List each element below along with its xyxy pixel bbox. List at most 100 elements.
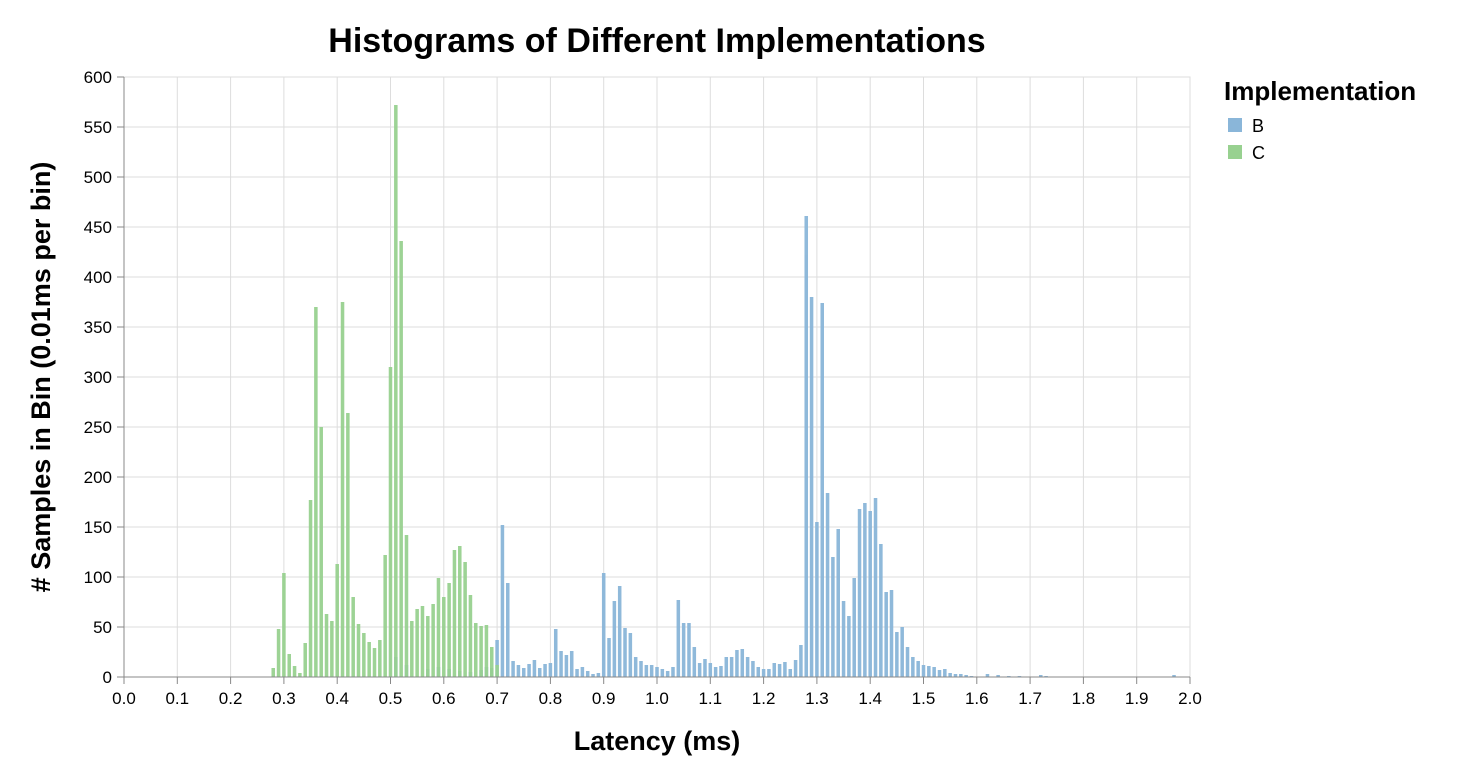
y-tick-label: 550 [84, 118, 112, 137]
bar [367, 642, 371, 677]
x-tick-label: 1.1 [698, 689, 722, 708]
bar [564, 655, 569, 677]
bar [484, 625, 489, 677]
bar [735, 650, 739, 677]
bar [713, 667, 718, 677]
y-tick-label: 250 [84, 418, 112, 437]
bar [799, 645, 803, 677]
y-tick-label: 600 [84, 68, 112, 87]
y-tick-label: 100 [84, 568, 112, 587]
bar [863, 503, 867, 677]
bar [399, 241, 403, 677]
bar [612, 601, 617, 677]
bar [815, 522, 819, 677]
bar [644, 665, 649, 677]
bar [868, 511, 872, 677]
bar [537, 668, 542, 677]
bars-layer [271, 105, 1176, 677]
bar [676, 600, 681, 677]
bar [394, 105, 398, 677]
bar [761, 669, 766, 677]
series-c [271, 105, 499, 677]
bar [303, 643, 307, 677]
bar [687, 623, 691, 677]
bar [282, 573, 286, 677]
bar [889, 590, 894, 677]
bar [665, 671, 670, 677]
bar [356, 624, 361, 677]
bar [330, 621, 334, 677]
bar [372, 648, 377, 677]
bar [857, 509, 862, 677]
x-tick-label: 0.8 [539, 689, 563, 708]
bar [783, 662, 787, 677]
x-tick-label: 1.8 [1072, 689, 1096, 708]
bar [324, 614, 329, 677]
bar [681, 623, 686, 677]
bar [527, 664, 531, 677]
x-tick-label: 1.0 [645, 689, 669, 708]
bar [340, 302, 345, 677]
bar [271, 668, 275, 677]
bar [911, 657, 915, 677]
x-tick-label: 0.2 [219, 689, 243, 708]
legend-title: Implementation [1224, 76, 1416, 106]
bar [655, 667, 659, 677]
legend: Implementation B C [1224, 76, 1416, 163]
bar [500, 525, 505, 677]
bar [383, 555, 387, 677]
bar [745, 657, 750, 677]
bar [703, 659, 707, 677]
bar [362, 633, 366, 677]
bar [287, 654, 291, 677]
legend-swatch-b [1228, 118, 1242, 132]
bar [575, 669, 579, 677]
bar [585, 671, 590, 677]
bar [985, 674, 990, 677]
bar [959, 674, 963, 677]
bar [415, 609, 419, 677]
bar [953, 674, 958, 677]
bar [404, 535, 409, 677]
bar [996, 675, 1000, 677]
bar [788, 669, 793, 677]
bar [447, 583, 451, 677]
x-tick-label: 0.4 [325, 689, 349, 708]
x-tick-label: 0.6 [432, 689, 456, 708]
bar [1039, 675, 1043, 677]
bar [617, 586, 622, 677]
y-tick-label: 0 [103, 668, 112, 687]
x-tick-label: 1.2 [752, 689, 776, 708]
x-tick-label: 0.9 [592, 689, 616, 708]
bar [692, 647, 697, 677]
bar [532, 660, 537, 677]
bar [1172, 675, 1176, 677]
bar [601, 573, 606, 677]
y-tick-label: 500 [84, 168, 112, 187]
x-axis-title: Latency (ms) [574, 726, 741, 756]
bar [431, 604, 435, 677]
bar [852, 578, 856, 677]
bar [729, 657, 734, 677]
bar [943, 669, 947, 677]
y-tick-label: 350 [84, 318, 112, 337]
bar [452, 550, 457, 677]
bar [607, 638, 611, 677]
x-tick-label: 0.0 [112, 689, 136, 708]
x-tick-label: 0.7 [485, 689, 509, 708]
bar [793, 660, 798, 677]
bar [895, 632, 899, 677]
legend-swatch-c [1228, 145, 1242, 159]
x-tick-label: 1.7 [1018, 689, 1042, 708]
bar [809, 297, 814, 677]
bar [825, 493, 830, 677]
bar [548, 663, 553, 677]
y-tick-label: 400 [84, 268, 112, 287]
axes-layer: 0.0 0.1 0.2 0.3 0.4 0.5 0.6 0.7 0.8 0.9 1.0 1.1 1.2 1… [84, 68, 1202, 708]
bar [495, 640, 499, 677]
x-tick-label: 1.9 [1125, 689, 1149, 708]
y-tick-label: 150 [84, 518, 112, 537]
bar [442, 597, 446, 677]
bar [521, 668, 526, 677]
